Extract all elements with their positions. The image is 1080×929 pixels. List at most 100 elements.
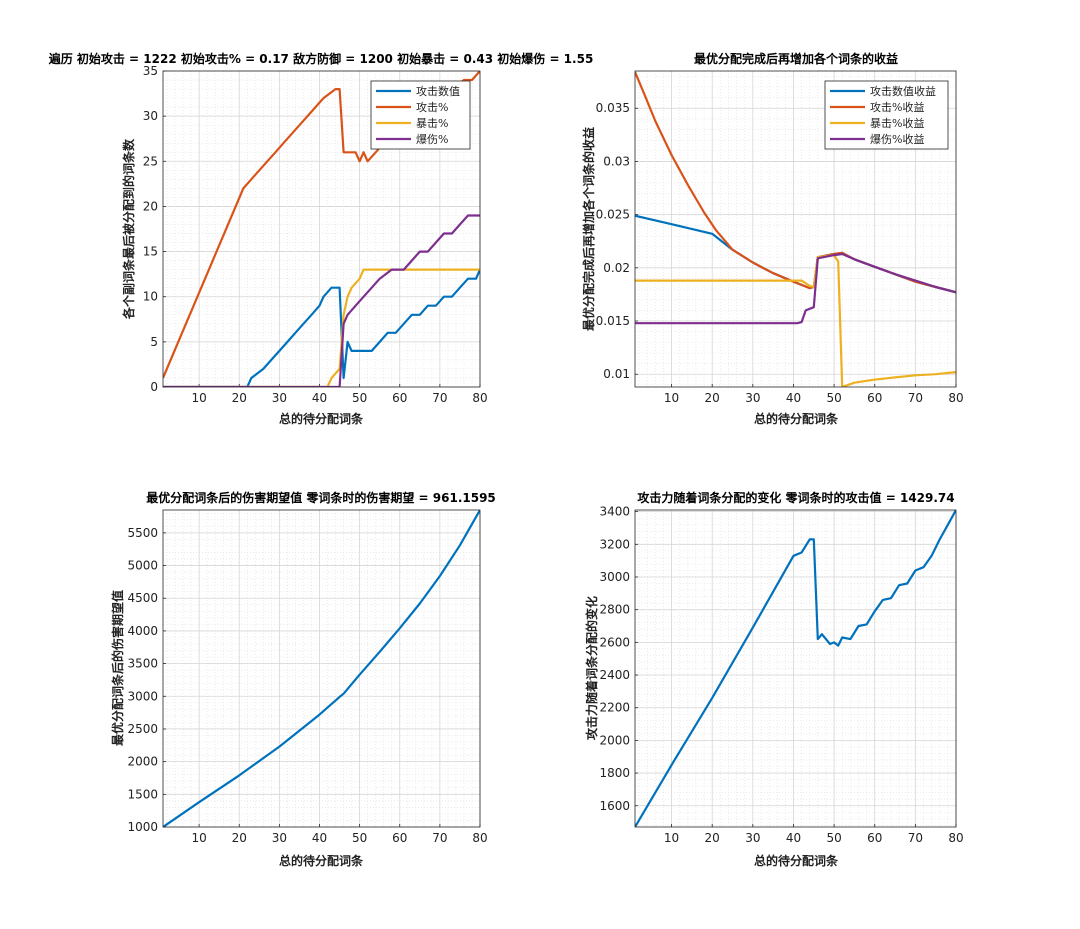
y-tick-label: 1800 [599,766,630,780]
x-tick-label: 70 [908,831,923,845]
plot-area-3: 10 20 30 40 50 60 70 80 1000 1500 2000 2500 3000 3500… [127,509,488,845]
y-tick-label: 1500 [127,787,158,801]
x-tick-label: 20 [232,831,247,845]
y-tick-label: 4000 [127,624,158,638]
panel-3-xlabel: 总的待分配词条 [279,853,364,868]
x-tick-label: 40 [786,831,801,845]
x-tick-label: 80 [472,831,487,845]
y-tick-label: 0.015 [596,314,630,328]
x-tick-label: 40 [786,391,801,405]
x-tick-label: 40 [312,831,327,845]
axes-box [634,509,957,828]
x-tick-label: 10 [191,831,206,845]
x-tick-label: 50 [352,831,367,845]
panel-4-title: 攻击力随着词条分配的变化 零词条时的攻击值 = 1429.74 [637,490,954,505]
x-tick-label: 30 [745,831,760,845]
y-tick-label: 2000 [599,733,630,747]
x-tick-label: 20 [705,831,720,845]
x-tick-label: 20 [705,391,720,405]
axes-box [162,70,481,388]
panel-4-xlabel: 总的待分配词条 [754,853,839,868]
x-tick-label: 10 [664,391,679,405]
y-tick-label: 0.03 [603,154,630,168]
legend-label: 爆伤%收益 [870,132,924,146]
y-tick-label: 10 [143,290,158,304]
y-tick-label: 3400 [599,505,630,519]
plot-background [163,510,480,827]
y-tick-label: 20 [143,199,158,213]
y-tick-label: 5500 [127,526,158,540]
y-tick-label: 35 [143,64,158,78]
y-tick-label: 3000 [127,689,158,703]
series-line-1 [635,510,956,827]
legend-label: 爆伤% [416,132,448,146]
y-tick-label: 2600 [599,635,630,649]
x-tick-label: 30 [745,391,760,405]
panel-2-xlabel: 总的待分配词条 [754,411,839,426]
legend-label: 暴击% [416,117,448,130]
y-tick-label: 3000 [599,570,630,584]
panel-assigned-counts: 遍历 初始攻击 = 1222 初始攻击% = 0.17 敌方防御 = 1200 … [48,51,594,426]
axes-box [162,509,481,828]
x-tick-label: 60 [392,391,407,405]
x-tick-label: 10 [191,391,206,405]
y-tick-label: 2400 [599,668,630,682]
panel-2-ylabel: 最优分配完成后再增加各个词条的收益 [581,127,596,331]
series-line-3 [163,268,480,387]
y-tick-label: 5 [150,335,158,349]
x-tick-label: 60 [867,831,882,845]
series-line-1 [163,269,480,387]
y-tick-label: 2200 [599,701,630,715]
x-tick-label: 20 [232,391,247,405]
y-tick-label: 0.025 [596,208,630,222]
y-tick-label: 0 [150,380,158,394]
panel-3-title: 最优分配词条后的伤害期望值 零词条时的伤害期望 = 961.1595 [146,490,496,505]
legend-label: 攻击数值收益 [870,84,936,98]
x-tick-label: 60 [392,831,407,845]
series-line-4 [635,252,956,325]
x-tick-label: 30 [272,391,287,405]
panel-marginal-gain: 最优分配完成后再增加各个词条的收益 10 20 30 40 50 60 70 80 0.01 0.… [581,51,964,426]
legend-box [370,80,471,150]
legend-box [824,80,949,150]
legend-label: 攻击%收益 [870,100,924,114]
x-tick-label: 50 [826,391,841,405]
x-tick-label: 70 [432,391,447,405]
x-tick-label: 40 [312,391,327,405]
y-tick-label: 5000 [127,559,158,573]
series-line-1 [163,510,480,827]
x-tick-label: 80 [948,831,963,845]
panel-1-title: 遍历 初始攻击 = 1222 初始攻击% = 0.17 敌方防御 = 1200 … [48,51,594,66]
x-tick-label: 10 [664,831,679,845]
y-tick-label: 3500 [127,657,158,671]
x-tick-label: 30 [272,831,287,845]
y-tick-label: 3200 [599,537,630,551]
series-line-3 [635,254,956,387]
legend-label: 暴击%收益 [870,116,924,130]
y-tick-label: 0.02 [603,261,630,275]
y-tick-label: 15 [143,245,158,259]
x-tick-label: 50 [826,831,841,845]
axes-box [634,70,957,388]
x-tick-label: 80 [948,391,963,405]
x-tick-label: 70 [432,831,447,845]
y-tick-label: 30 [143,109,158,123]
y-tick-label: 1600 [599,799,630,813]
panel-4-ylabel: 攻击力随着词条分配的变化 [584,596,599,740]
series-line-4 [163,214,480,387]
y-tick-label: 2800 [599,603,630,617]
panel-damage-expectation: 最优分配词条后的伤害期望值 零词条时的伤害期望 = 961.1595 10 20 3… [110,490,496,868]
y-tick-label: 0.01 [603,367,630,381]
plot-area-4: 10 20 30 40 50 60 70 80 1600 1800 2000 2200 2400 2600… [599,505,963,845]
legend-label: 攻击数值 [416,84,460,98]
y-tick-label: 1000 [127,820,158,834]
panel-2-title: 最优分配完成后再增加各个词条的收益 [694,51,898,66]
x-tick-label: 70 [908,391,923,405]
panel-3-ylabel: 最优分配词条后的伤害期望值 [110,590,125,746]
x-tick-label: 80 [472,391,487,405]
panel-attack-change: 攻击力随着词条分配的变化 零词条时的攻击值 = 1429.74 10 20 30 40… [584,490,964,868]
y-tick-label: 25 [143,154,158,168]
